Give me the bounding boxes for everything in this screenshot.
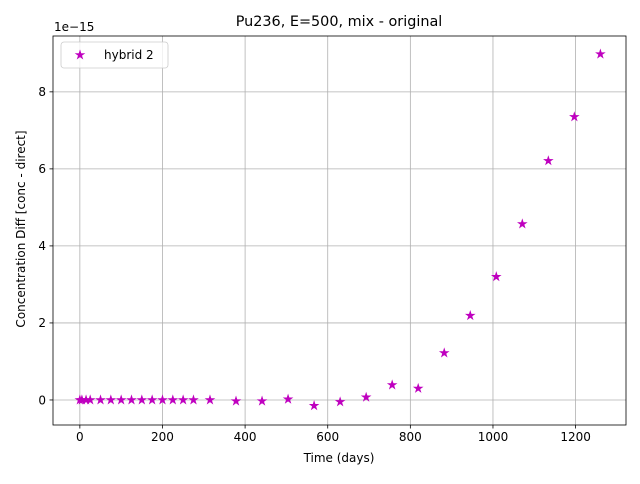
data-point [464,310,476,321]
legend-star-icon [74,49,86,60]
data-point [282,393,294,404]
data-point [146,394,158,405]
data-point [543,155,554,166]
grid [53,36,626,425]
data-point [157,394,168,405]
data-point [188,394,199,405]
data-point [105,394,117,405]
y-axis-ticks: 0 2 4 6 8 [38,85,53,407]
x-tick-label: 1200 [560,430,591,444]
x-axis-label: Time (days) [303,451,375,465]
legend: hybrid 2 [60,41,169,69]
data-point [386,379,398,390]
data-point [177,394,189,405]
x-tick-label: 800 [399,430,422,444]
x-tick-label: 200 [151,430,174,444]
data-point [95,394,106,405]
data-point [412,382,424,393]
plot-frame [52,35,627,426]
x-tick-label: 0 [76,430,84,444]
legend-label: hybrid 2 [104,48,154,62]
data-point [256,395,268,406]
data-point [126,394,137,405]
legend-box [60,41,169,69]
x-tick-label: 1000 [478,430,509,444]
data-point [595,48,606,59]
y-axis-label: Concentration Diff [conc - direct] [14,130,28,327]
data-point [84,394,96,405]
y-tick-label: 6 [38,162,46,176]
chart-title: Pu236, E=500, mix - original [236,14,443,30]
data-point [230,395,242,406]
y-tick-label: 0 [38,393,46,407]
data-point [438,347,450,358]
y-axis-offset-label: 1e−15 [54,20,94,34]
x-axis-ticks: 0 200 400 600 800 1000 1200 [76,425,591,444]
y-tick-label: 8 [38,85,46,99]
y-tick-label: 2 [38,316,46,330]
data-point [334,396,346,407]
data-points [74,48,606,411]
data-point [308,400,320,411]
data-point [204,394,216,405]
data-point [517,218,528,229]
data-point [490,271,502,282]
y-tick-label: 4 [38,239,46,253]
data-point [136,394,148,405]
data-point [115,394,127,405]
x-tick-label: 400 [234,430,257,444]
data-point [569,111,580,122]
data-point [167,394,179,405]
data-point [360,391,372,402]
x-tick-label: 600 [316,430,339,444]
